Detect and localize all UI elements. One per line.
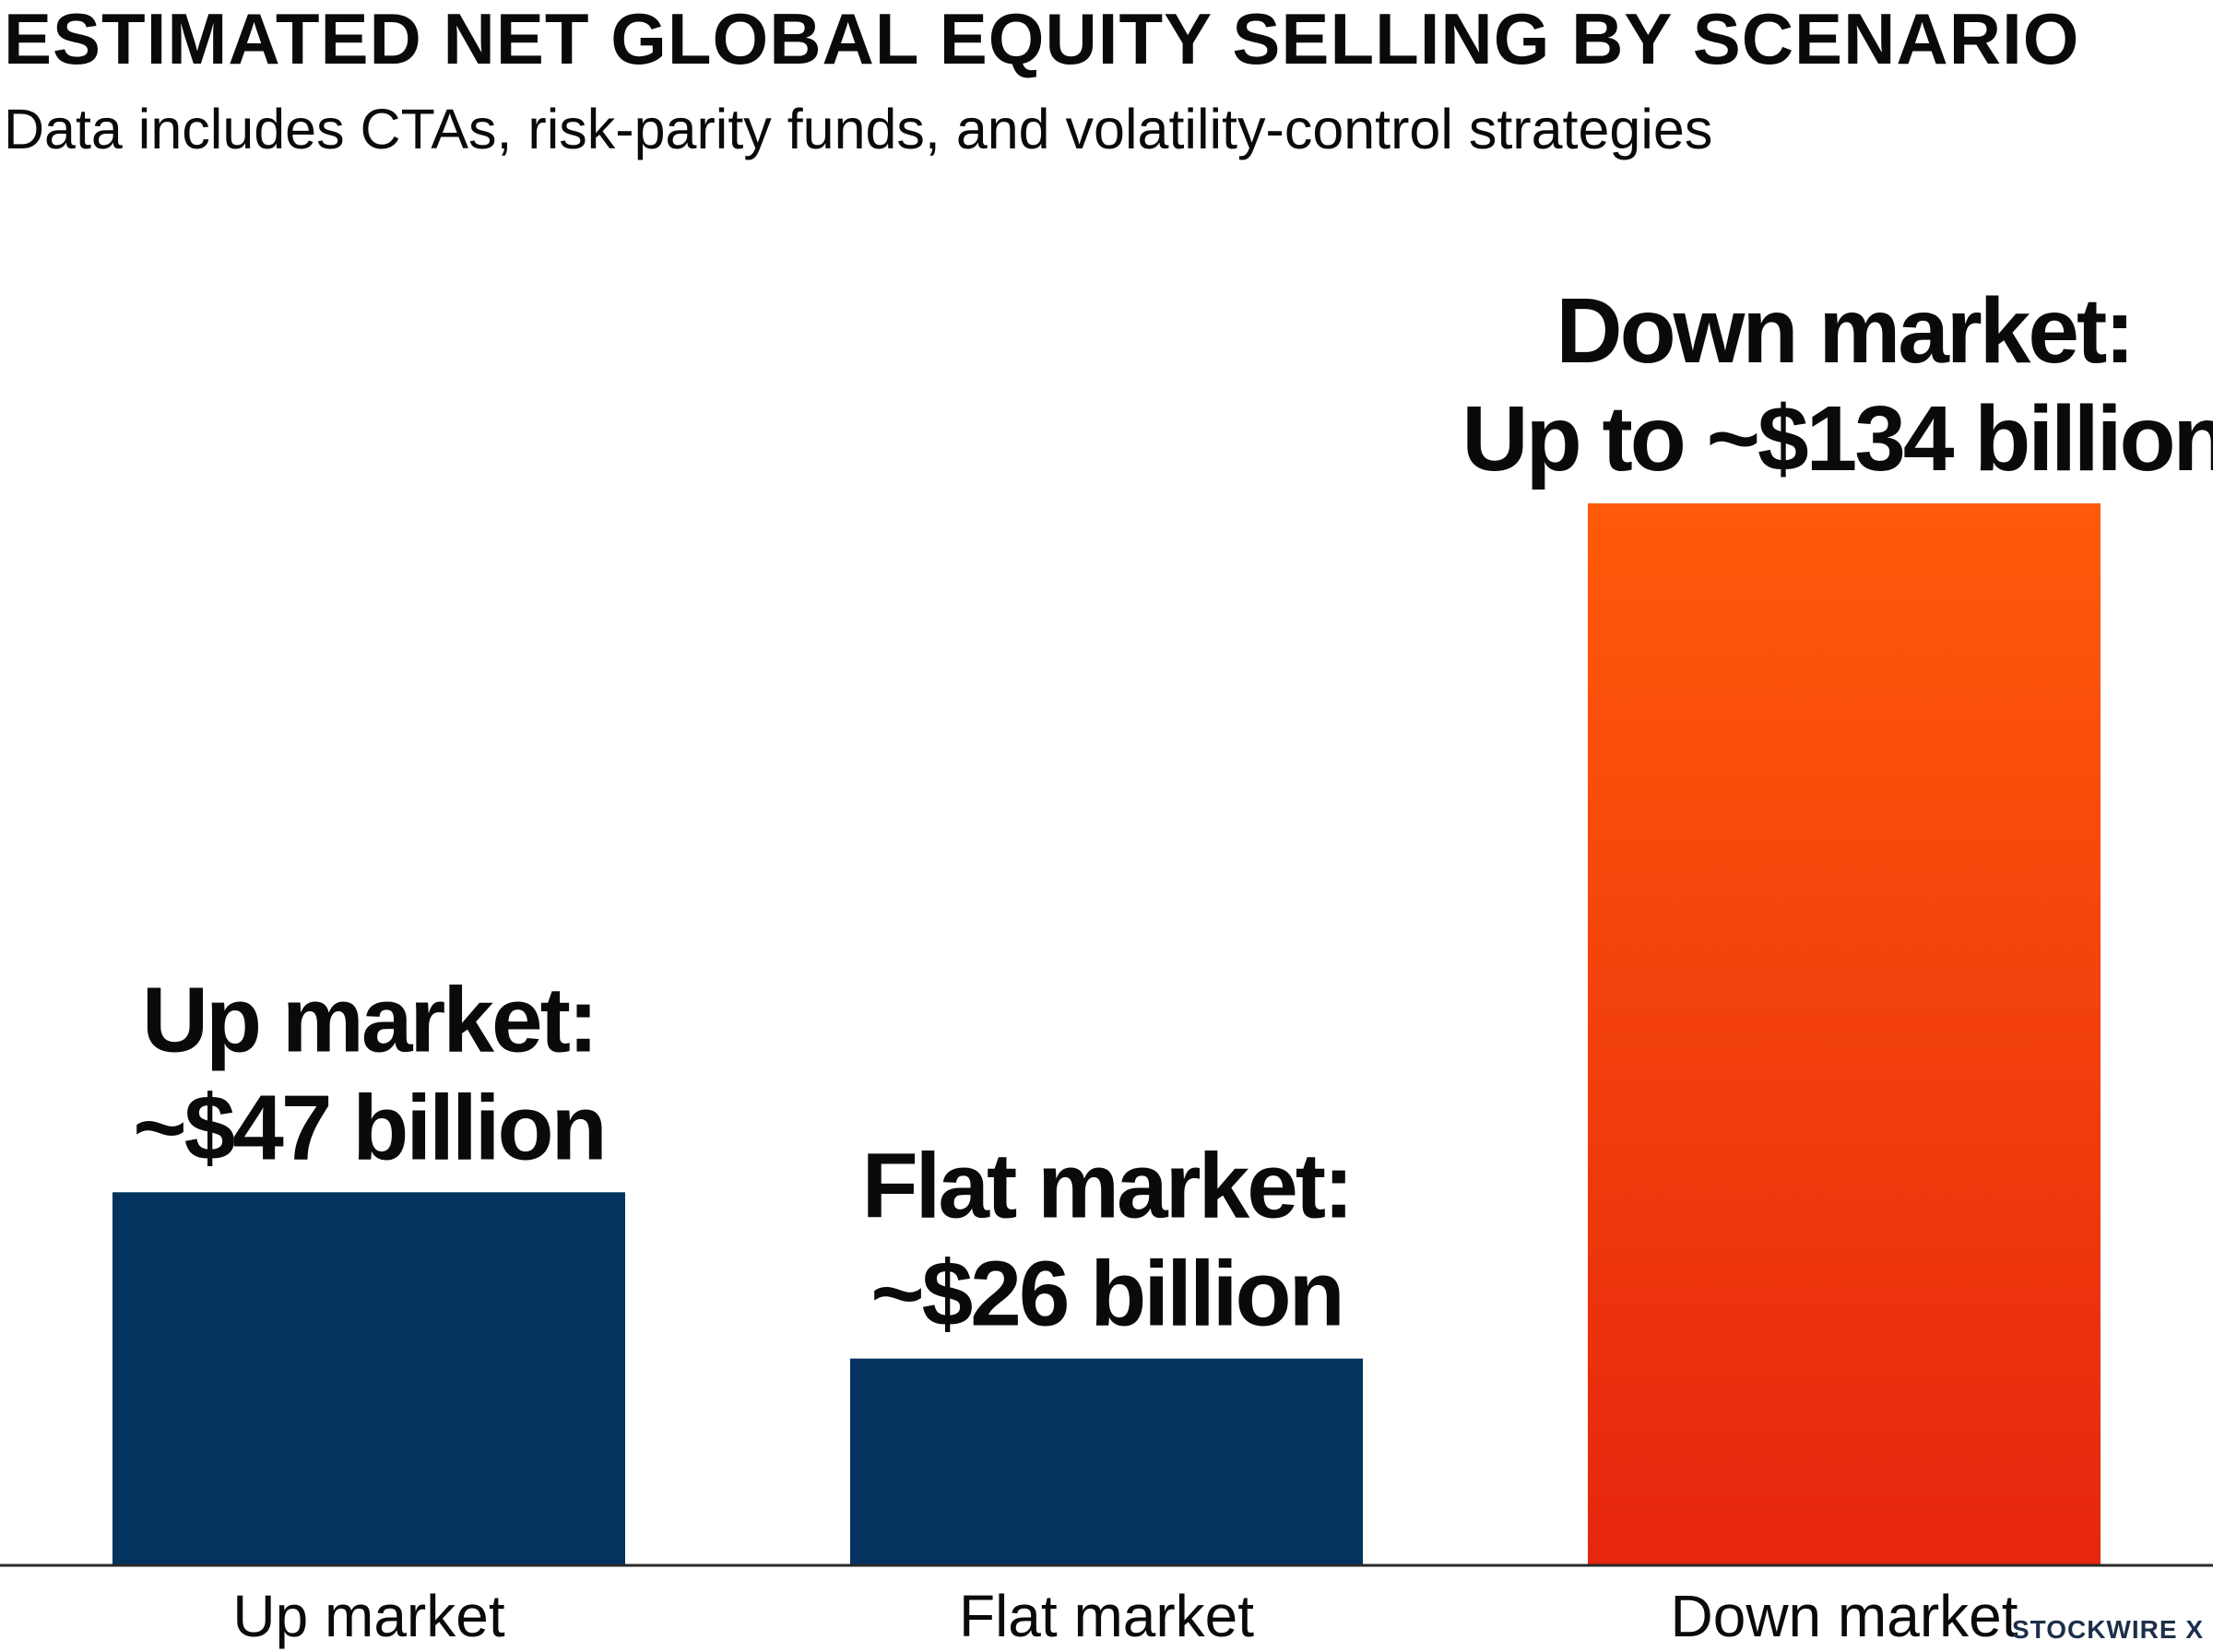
- data-label-2-line-2: ~$26 billion: [870, 1243, 1342, 1346]
- data-labels-layer: Up market:~$47 billion Flat market:~$26 b…: [133, 279, 2213, 1346]
- data-label-1-line-2: ~$47 billion: [133, 1076, 604, 1179]
- bars-layer: [112, 503, 2101, 1564]
- chart-subtitle: Data includes CTAs, risk-parity funds, a…: [4, 98, 1713, 160]
- data-label-2-line-1: Flat market:: [862, 1135, 1352, 1238]
- data-label-1-line-1: Up market:: [142, 968, 596, 1071]
- bar-down-market: [1588, 503, 2101, 1564]
- chart-title: ESTIMATED NET GLOBAL EQUITY SELLING BY S…: [4, 0, 2080, 79]
- bar-up-market: [112, 1192, 625, 1564]
- x-tick-label: Flat market: [959, 1583, 1254, 1649]
- tick-labels-layer: Up market Flat market Down market: [232, 1583, 2018, 1649]
- watermark-logo: STOCKWIRE X: [2011, 1615, 2204, 1644]
- bar-flat-market: [850, 1358, 1363, 1564]
- data-label-3-line-2: Up to ~$134 billion: [1462, 387, 2213, 490]
- x-tick-label: Down market: [1671, 1583, 2018, 1649]
- data-label-3-line-1: Down market:: [1556, 279, 2132, 383]
- x-tick-label: Up market: [232, 1583, 504, 1649]
